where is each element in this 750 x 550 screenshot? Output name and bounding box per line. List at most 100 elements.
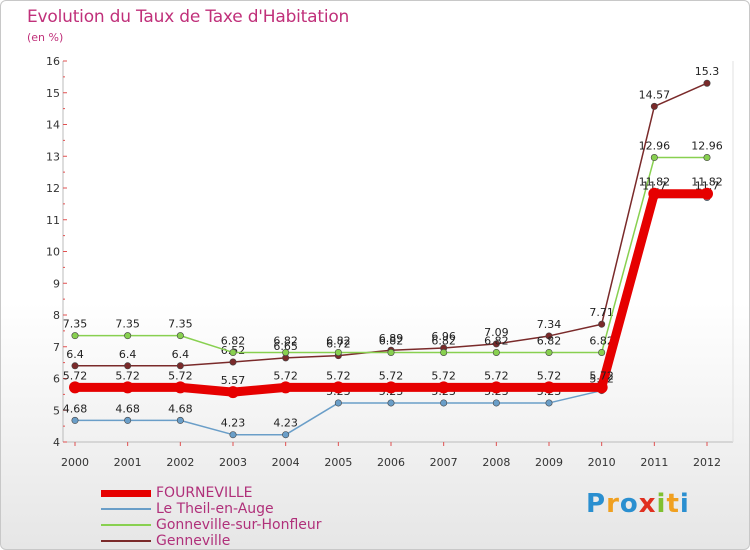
- data-point: [545, 399, 553, 407]
- data-label: 6.82: [431, 334, 456, 347]
- data-label: 6.82: [484, 334, 509, 347]
- data-label: 5.72: [273, 369, 298, 382]
- x-tick-label: 2007: [430, 456, 458, 469]
- data-label: 6.82: [326, 334, 351, 347]
- data-point: [701, 187, 713, 200]
- y-tick-label: 6: [53, 373, 60, 386]
- data-label: 5.72: [484, 369, 509, 382]
- data-point: [650, 154, 658, 162]
- y-tick-label: 5: [53, 404, 60, 417]
- data-point: [440, 399, 448, 407]
- data-label: 7.35: [63, 318, 88, 331]
- data-label: 5.72: [431, 369, 456, 382]
- data-point: [279, 381, 292, 394]
- legend-label: Le Theil-en-Auge: [156, 501, 274, 517]
- data-label: 6.65: [273, 340, 298, 353]
- x-tick-label: 2006: [377, 456, 405, 469]
- series-line: [70, 189, 712, 397]
- x-tick-label: 2002: [166, 456, 194, 469]
- data-label: 4.68: [63, 402, 88, 415]
- data-point: [174, 381, 187, 394]
- x-tick-label: 2008: [482, 456, 510, 469]
- data-point: [124, 362, 132, 370]
- y-tick-label: 8: [53, 309, 60, 322]
- data-point: [650, 102, 658, 110]
- data-point: [176, 362, 184, 370]
- data-label: 5.72: [115, 369, 140, 382]
- data-point: [124, 416, 132, 424]
- data-label: 5.72: [63, 369, 88, 382]
- data-point: [492, 399, 500, 407]
- y-tick-label: 16: [46, 55, 60, 68]
- data-label: 11.82: [691, 176, 723, 189]
- data-point: [332, 381, 345, 394]
- data-label: 6.82: [537, 334, 562, 347]
- data-point: [703, 79, 711, 87]
- data-point: [334, 348, 342, 356]
- data-label: 5.72: [589, 369, 614, 382]
- y-tick-label: 13: [46, 150, 60, 163]
- x-tick-label: 2011: [640, 456, 668, 469]
- data-label: 5.72: [379, 369, 404, 382]
- data-label: 15.3: [695, 65, 720, 78]
- legend-label: Gonneville-sur-Honfleur: [156, 517, 322, 533]
- y-tick-label: 15: [46, 87, 60, 100]
- data-point: [282, 431, 290, 439]
- data-label: 7.09: [484, 326, 509, 339]
- data-label: 6.96: [431, 330, 456, 343]
- data-point: [69, 381, 81, 394]
- legend-swatch: [101, 490, 151, 497]
- data-point: [71, 416, 79, 424]
- legend-swatch: [101, 524, 151, 526]
- data-point: [71, 332, 79, 340]
- x-tick-label: 2010: [588, 456, 616, 469]
- data-point: [703, 154, 711, 162]
- legend-swatch: [101, 508, 151, 510]
- data-point: [121, 381, 134, 394]
- data-label: 4.23: [273, 417, 298, 430]
- data-label: 4.68: [115, 402, 140, 415]
- data-point: [490, 381, 503, 394]
- data-point: [598, 320, 606, 328]
- x-tick-label: 2004: [272, 456, 300, 469]
- x-tick-label: 2012: [693, 456, 721, 469]
- logo-letter: x: [638, 489, 657, 519]
- data-label: 11.82: [639, 176, 671, 189]
- data-label: 7.35: [168, 318, 193, 331]
- data-label: 7.35: [115, 318, 140, 331]
- data-label: 5.72: [326, 369, 351, 382]
- logo-letter: r: [606, 489, 620, 519]
- y-tick-label: 9: [53, 277, 60, 290]
- logo-letter: P: [586, 489, 607, 519]
- logo-letter: i: [656, 489, 667, 519]
- x-tick-label: 2003: [219, 456, 247, 469]
- legend-label: Genneville: [156, 533, 231, 549]
- data-point: [229, 358, 237, 366]
- data-label: 5.72: [168, 369, 193, 382]
- data-point: [71, 362, 79, 370]
- data-label: 4.68: [168, 402, 193, 415]
- x-tick-label: 2009: [535, 456, 563, 469]
- legend-label: FOURNEVILLE: [156, 485, 253, 501]
- data-point: [229, 431, 237, 439]
- data-point: [492, 340, 500, 348]
- data-label: 14.57: [639, 88, 671, 101]
- data-label: 12.96: [691, 140, 723, 153]
- y-tick-label: 4: [53, 436, 60, 449]
- y-axis-unit: (en %): [27, 31, 64, 44]
- data-label: 4.23: [221, 417, 246, 430]
- data-point: [648, 187, 661, 200]
- data-label: 6.4: [172, 348, 190, 361]
- data-point: [385, 381, 397, 394]
- data-label: 5.72: [537, 369, 562, 382]
- data-point: [176, 332, 184, 340]
- data-point: [387, 399, 395, 407]
- x-tick-label: 2000: [61, 456, 89, 469]
- x-tick-label: 2005: [324, 456, 352, 469]
- data-label: 6.72: [326, 338, 351, 351]
- data-point: [598, 348, 606, 356]
- data-point: [124, 332, 132, 340]
- data-point: [595, 381, 608, 394]
